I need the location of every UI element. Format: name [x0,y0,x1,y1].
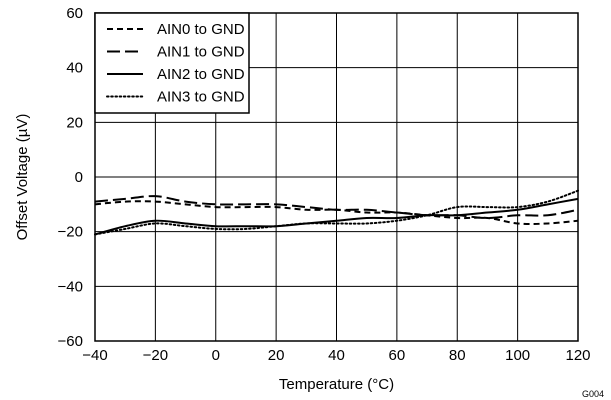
y-axis-label: Offset Voltage (µV) [14,114,31,241]
legend: AIN0 to GND AIN1 to GND AIN2 to GND AIN3 to… [94,12,250,114]
x-tick-label: 100 [505,347,530,364]
series-line-ain3 [94,189,579,236]
x-tick-label: 0 [212,347,220,364]
x-tick-label: 60 [389,347,406,364]
grid [94,12,579,342]
series-line-ain1 [94,195,579,220]
x-tick-label: −40 [82,347,107,364]
y-tick-label: −60 [58,333,83,350]
x-tick-label: −20 [143,347,168,364]
y-tick-label: −20 [58,224,83,241]
legend-label: AIN2 to GND [157,66,245,83]
legend-label: AIN3 to GND [157,89,245,106]
legend-label: AIN1 to GND [157,44,245,61]
x-tick-label: 80 [449,347,466,364]
x-tick-label: 40 [328,347,345,364]
y-tick-label: 0 [75,169,83,186]
y-tick-label: −40 [58,278,83,295]
x-tick-label: 120 [565,347,590,364]
y-tick-label: 40 [66,60,83,77]
x-tick-label: 20 [268,347,285,364]
x-axis-label: Temperature (°C) [279,376,394,393]
series-line-ain2 [94,197,579,236]
series-layer [94,189,579,236]
y-tick-label: 20 [66,114,83,131]
legend-label: AIN0 to GND [157,21,245,38]
plot-frame [94,12,579,342]
y-tick-label: 60 [66,5,83,22]
figure-code: G004 [582,389,604,399]
